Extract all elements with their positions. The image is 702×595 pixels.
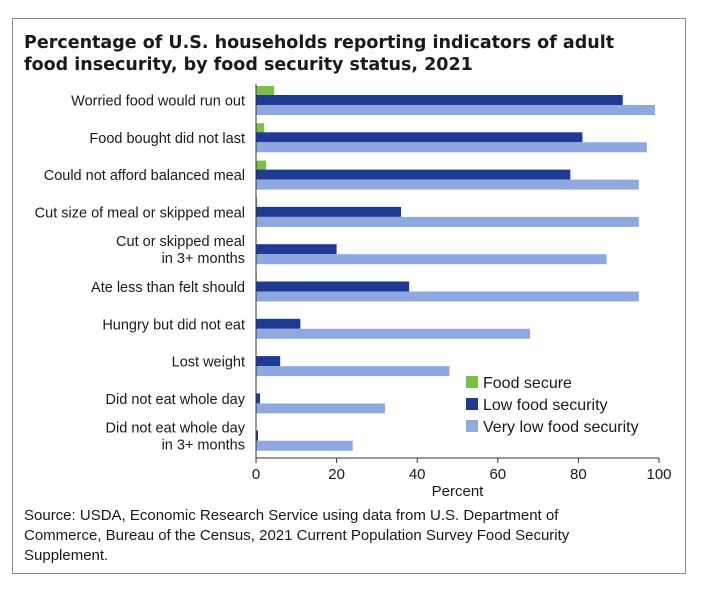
bar [256,86,275,96]
category-label: Cut or skipped meal [116,234,245,250]
chart-frame [12,18,686,574]
chart-title: Percentage of U.S. households reporting … [24,33,615,75]
category-label: Hungry but did not eat [102,317,245,333]
category-label: Ate less than felt should [91,280,245,296]
legend-swatch [466,420,478,432]
category-label: Could not afford balanced meal [44,168,245,184]
source-note: Source: USDA, Economic Research Service … [24,506,664,566]
bar [256,430,259,441]
x-tick-label: 20 [328,466,345,483]
bar [256,179,639,190]
bar [256,244,337,255]
bar [256,440,353,451]
bar [256,291,639,302]
source-line: Supplement. [24,547,109,564]
legend-label: Low food security [483,397,608,414]
category-label: Food bought did not last [89,131,245,147]
category-label: Cut size of meal or skipped meal [35,205,245,221]
legend-swatch [466,398,478,410]
category-label: Did not eat whole day [106,392,246,408]
bar [256,393,261,404]
bar [256,366,450,377]
source-line: Source: USDA, Economic Research Service … [24,507,559,524]
x-axis-title: Percent [432,483,485,500]
bar [256,160,267,171]
bar [256,254,607,265]
bar [256,169,571,180]
legend-background [460,368,672,444]
x-tick-label: 100 [646,466,671,483]
bar [256,318,301,329]
legend-swatch [466,376,478,388]
category-label: Did not eat whole day [106,421,246,437]
bar [256,123,265,134]
x-tick-label: 60 [489,466,506,483]
bar [256,206,402,217]
x-tick-label: 80 [570,466,587,483]
category-label: Worried food would run out [71,94,245,110]
bar [256,95,623,105]
bar [256,328,531,339]
category-label: in 3+ months [162,438,245,454]
category-label: Lost weight [172,355,245,371]
category-label: in 3+ months [162,251,245,267]
legend-label: Very low food security [483,419,639,436]
bar [256,142,647,153]
source-line: Commerce, Bureau of the Census, 2021 Cur… [24,527,570,544]
bar [256,216,639,227]
bar [256,132,583,143]
x-tick-label: 40 [409,466,426,483]
bar [256,403,385,414]
legend-label: Food secure [483,375,572,392]
bar [256,356,281,367]
bar [256,197,258,208]
bar [256,281,410,292]
x-tick-label: 0 [252,466,260,483]
bar [256,105,655,115]
